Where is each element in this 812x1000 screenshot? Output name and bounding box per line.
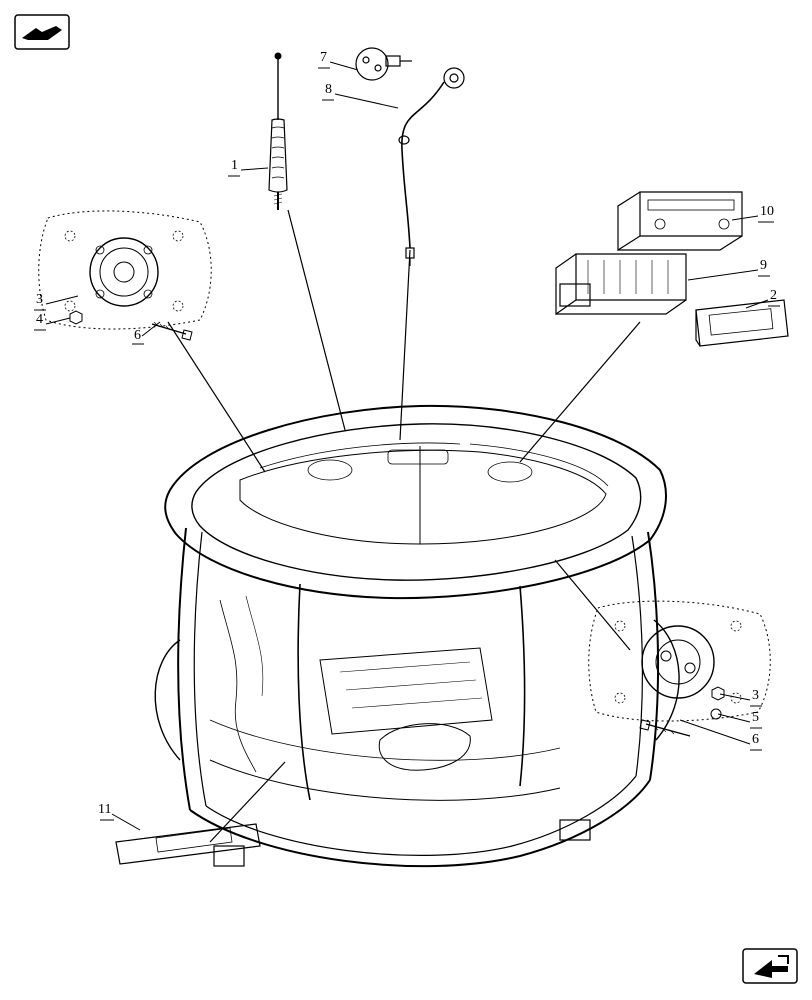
diagram-canvas <box>0 0 812 1000</box>
callout-6l: 6 <box>134 328 141 344</box>
radio-stack <box>556 192 788 346</box>
callout-6r: 6 <box>752 732 759 748</box>
trim-strip <box>116 824 260 864</box>
book-icon <box>14 14 70 50</box>
callout-4: 4 <box>36 312 43 328</box>
sensor-cable <box>356 48 464 266</box>
speaker-left <box>39 211 212 340</box>
speaker-right <box>589 601 771 736</box>
callout-3l: 3 <box>36 292 43 308</box>
callout-5: 5 <box>752 710 759 726</box>
callout-2: 2 <box>770 288 777 304</box>
callout-11: 11 <box>98 802 111 818</box>
callout-10: 10 <box>760 204 774 220</box>
callout-9: 9 <box>760 258 767 274</box>
callout-1: 1 <box>231 158 238 174</box>
antenna <box>269 53 287 210</box>
arrow-cube-icon <box>742 948 798 984</box>
callout-8: 8 <box>325 82 332 98</box>
cab-frame <box>155 406 679 866</box>
callout-3r: 3 <box>752 688 759 704</box>
callout-7: 7 <box>320 50 327 66</box>
leaders <box>34 62 780 830</box>
